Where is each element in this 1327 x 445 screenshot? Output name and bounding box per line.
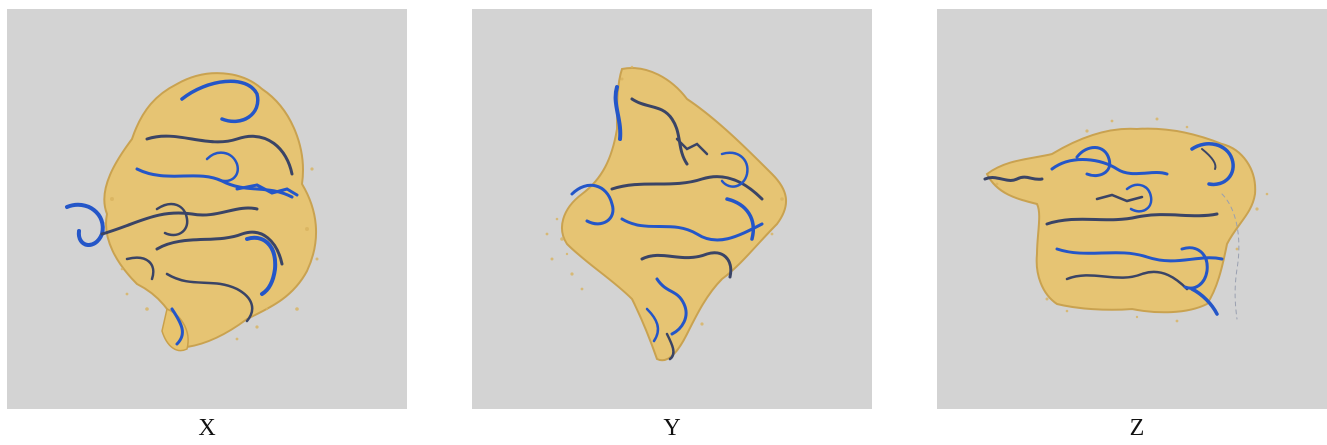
- ribbon-model-z: [983, 142, 1240, 320]
- panel-label-z: Z: [1129, 415, 1145, 441]
- density-map-y: [545, 65, 787, 362]
- density-render-z: [983, 117, 1269, 323]
- projection-view-x: [7, 9, 407, 409]
- ribbon-model-y: [570, 85, 764, 361]
- density-speckles-y: [545, 65, 784, 326]
- panel-label-x: X: [198, 415, 216, 441]
- density-speckles-z: [995, 117, 1269, 323]
- ribbon-model-x: [65, 79, 299, 346]
- density-render-y: [545, 65, 787, 362]
- density-blob-y: [561, 67, 787, 362]
- projection-view-z: [937, 9, 1327, 409]
- projection-view-y: [472, 9, 872, 409]
- density-render-x: [65, 72, 319, 352]
- density-blob-x: [103, 72, 318, 349]
- panel-label-y: Y: [663, 415, 681, 441]
- density-map-x: [101, 72, 319, 352]
